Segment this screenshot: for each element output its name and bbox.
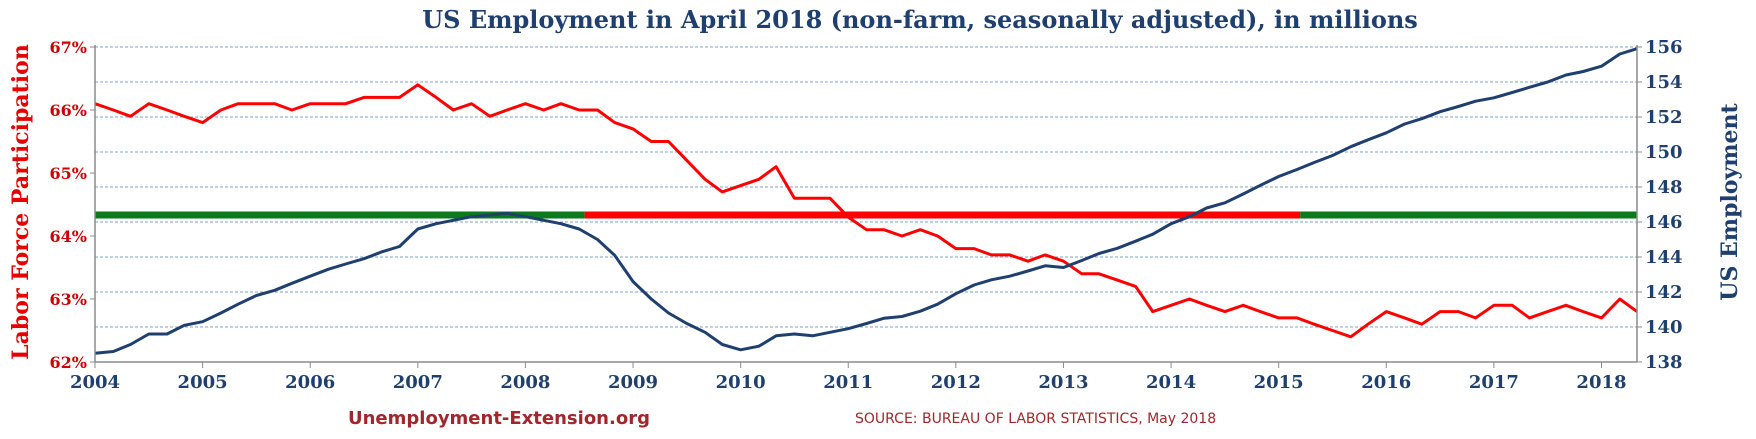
axis-layer: 62% 63% 64% 65% 66% 67% 138 140 142 144 146 148 150 1… [50,37,1683,393]
x-tick-label: 2013 [1038,372,1088,393]
x-tick-label: 2015 [1254,372,1304,393]
labor-force-participation-line [94,83,1638,339]
x-tick-label: 2008 [500,372,550,393]
y-right-tick-label: 156 [1645,37,1683,58]
x-tick-label: 2009 [608,372,658,393]
x-tick-label: 2014 [1146,372,1196,393]
x-tick-label: 2011 [823,372,873,393]
y-left-tick-label: 63% [50,290,87,309]
y-right-tick-label: 148 [1645,177,1683,198]
us-employment-line [94,47,1638,355]
x-tick-label: 2016 [1361,372,1411,393]
y-left-tick-label: 62% [50,353,87,372]
y-left-tick-label: 66% [50,101,87,120]
chart-title: US Employment in April 2018 (non-farm, s… [422,5,1418,34]
y-left-tick-label: 64% [50,227,87,246]
footer-site-label: Unemployment-Extension.org [348,408,650,429]
x-tick-label: 2005 [178,372,228,393]
y-right-tick-label: 144 [1645,247,1683,268]
x-tick-label: 2012 [931,372,981,393]
x-tick-label: 2018 [1576,372,1626,393]
x-tick-label: 2004 [70,372,120,393]
y-right-tick-label: 142 [1645,282,1683,303]
y-axis-left-label: Labor Force Participation [8,44,34,360]
y-right-tick-label: 146 [1645,212,1683,233]
y-right-tick-label: 138 [1645,352,1683,373]
x-tick-label: 2017 [1469,372,1519,393]
y-right-tick-label: 154 [1645,72,1683,93]
x-tick-label: 2010 [716,372,766,393]
y-right-tick-label: 140 [1645,317,1683,338]
x-tick-label: 2007 [393,372,443,393]
grid-layer [95,46,1637,363]
y-axis-right-label: US Employment [1717,102,1743,300]
x-tick-label: 2006 [285,372,335,393]
y-right-tick-label: 152 [1645,107,1683,128]
y-right-tick-label: 150 [1645,142,1683,163]
y-left-tick-label: 65% [50,164,87,183]
footer-source-label: SOURCE: BUREAU OF LABOR STATISTICS, May … [855,411,1216,427]
y-left-tick-label: 67% [50,38,87,57]
series-layer [94,47,1638,355]
